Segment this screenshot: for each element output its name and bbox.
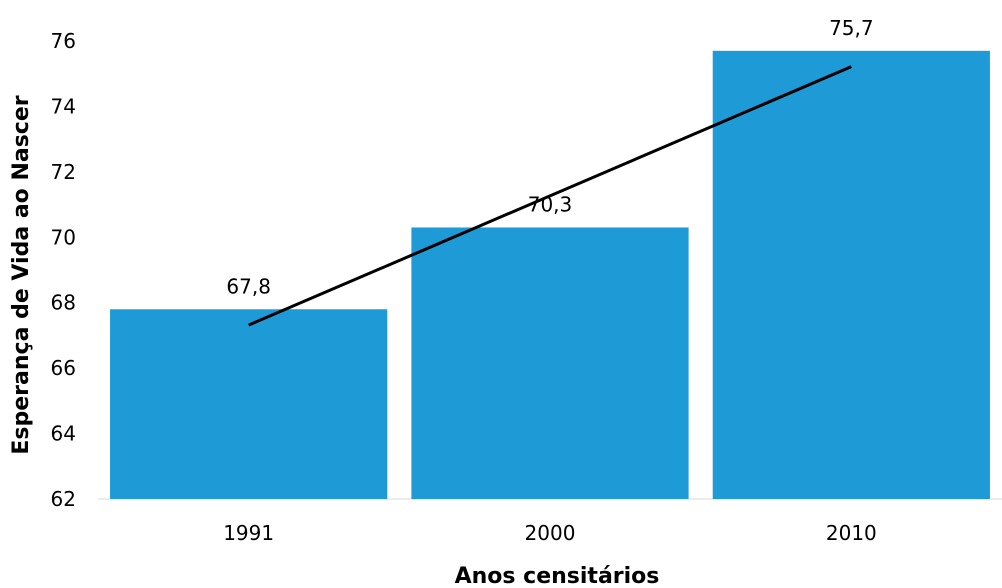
- y-tick-label: 70: [51, 225, 76, 249]
- x-tick-label: 1991: [223, 521, 274, 545]
- data-label: 67,8: [226, 274, 271, 298]
- bars: [110, 50, 990, 500]
- bar-2010: [712, 50, 990, 500]
- data-labels: 67,870,375,7: [226, 16, 873, 298]
- y-tick-label: 68: [51, 291, 76, 315]
- y-tick-label: 76: [51, 29, 76, 53]
- trendline: [248, 65, 852, 327]
- y-axis-ticks: 62 64 66 68 70 72 74 76: [51, 29, 76, 511]
- y-tick-label: 64: [51, 422, 76, 446]
- y-tick-label: 74: [51, 94, 76, 118]
- y-tick-label: 72: [51, 160, 76, 184]
- y-axis-title: Esperança de Vida ao Nascer: [9, 95, 34, 454]
- y-tick-label: 62: [51, 487, 76, 511]
- x-axis-title: Anos censitários: [455, 564, 660, 588]
- x-tick-label: 2010: [826, 521, 877, 545]
- x-tick-label: 2000: [525, 521, 576, 545]
- bar-1991: [110, 309, 388, 499]
- data-label: 75,7: [829, 16, 874, 40]
- y-tick-label: 66: [51, 356, 76, 380]
- bar-2000: [411, 227, 689, 499]
- x-axis-ticks: 1991 2000 2010: [223, 521, 877, 545]
